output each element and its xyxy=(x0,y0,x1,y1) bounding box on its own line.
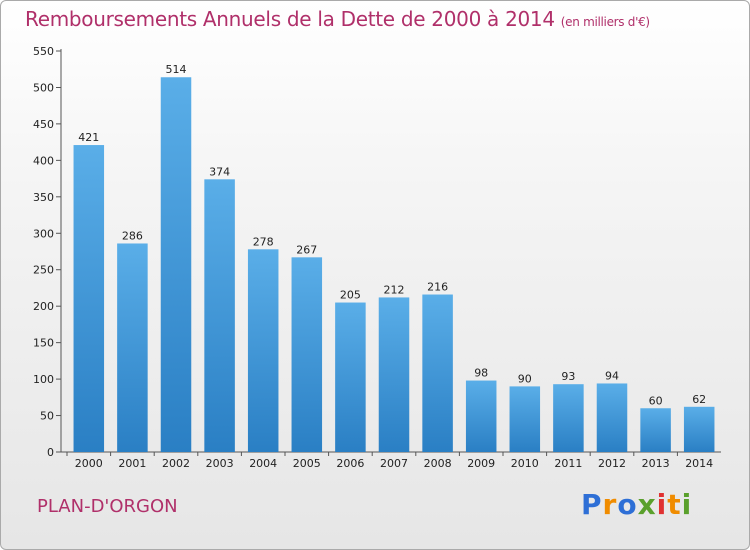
bar-value-label: 278 xyxy=(253,235,274,248)
bar xyxy=(422,294,453,452)
chart-title: Remboursements Annuels de la Dette de 20… xyxy=(25,7,650,31)
logo-letter: r xyxy=(602,488,618,521)
x-tick-label: 2008 xyxy=(424,457,452,470)
bar-value-label: 212 xyxy=(384,283,405,296)
bar xyxy=(596,383,628,452)
logo-letter: i xyxy=(681,488,693,521)
x-tick-label: 2006 xyxy=(336,457,364,470)
bar-value-label: 267 xyxy=(296,243,317,256)
bar xyxy=(73,145,105,452)
bar xyxy=(247,249,279,452)
y-tick-label: 550 xyxy=(33,45,54,58)
y-tick-label: 200 xyxy=(33,300,54,313)
x-tick-label: 2000 xyxy=(75,457,103,470)
y-tick-label: 150 xyxy=(33,337,54,350)
bar xyxy=(683,406,715,452)
chart-title-text: Remboursements Annuels de la Dette de 20… xyxy=(25,7,555,31)
logo-letter: t xyxy=(667,488,682,521)
logo-letter: i xyxy=(656,488,668,521)
y-tick-label: 400 xyxy=(33,154,54,167)
bar-value-label: 421 xyxy=(78,131,99,144)
x-tick-label: 2012 xyxy=(598,457,626,470)
bar xyxy=(509,386,541,452)
x-tick-label: 2004 xyxy=(249,457,277,470)
bar xyxy=(335,302,366,452)
bar-value-label: 93 xyxy=(561,370,575,383)
x-tick-label: 2009 xyxy=(467,457,495,470)
x-tick-label: 2001 xyxy=(118,457,146,470)
bar xyxy=(117,243,148,452)
proxiti-logo: Proxiti xyxy=(581,488,692,521)
bar-value-label: 90 xyxy=(518,372,532,385)
x-tick-label: 2014 xyxy=(685,457,713,470)
logo-letter: o xyxy=(617,488,638,521)
y-tick-label: 450 xyxy=(33,118,54,131)
x-tick-label: 2002 xyxy=(162,457,190,470)
commune-name: PLAN-D'ORGON xyxy=(37,496,178,517)
chart-unit: (en milliers d'€) xyxy=(560,15,650,29)
x-tick-label: 2013 xyxy=(642,457,670,470)
axes: 0 50 100 150 200 250 300 350 400 450 500 550 2000 200… xyxy=(33,45,721,470)
bar-value-label: 94 xyxy=(605,369,619,382)
bar xyxy=(465,380,497,452)
x-tick-label: 2007 xyxy=(380,457,408,470)
y-tick-label: 350 xyxy=(33,191,54,204)
x-tick-label: 2011 xyxy=(554,457,582,470)
bar-value-label: 62 xyxy=(692,393,706,406)
y-tick-label: 500 xyxy=(33,81,54,94)
bar xyxy=(553,384,584,452)
bar-value-label: 60 xyxy=(649,394,663,407)
bar xyxy=(160,77,192,452)
x-tick-label: 2003 xyxy=(206,457,234,470)
bar-value-label: 286 xyxy=(122,229,143,242)
bar xyxy=(204,179,235,452)
bar-value-label: 514 xyxy=(166,63,187,76)
y-tick-label: 300 xyxy=(33,227,54,240)
bar xyxy=(291,257,323,452)
y-tick-label: 50 xyxy=(40,410,54,423)
x-tick-label: 2005 xyxy=(293,457,321,470)
bar xyxy=(378,297,410,452)
x-tick-label: 2010 xyxy=(511,457,539,470)
y-tick-label: 0 xyxy=(47,446,54,459)
y-tick-label: 250 xyxy=(33,264,54,277)
bar xyxy=(640,408,671,452)
bar-value-label: 216 xyxy=(427,281,448,294)
bars: 421 286 514 374 278 267 205 212 216 98 90 93 94 60 62 xyxy=(73,63,715,452)
bar-value-label: 98 xyxy=(474,367,488,380)
logo-letter: P xyxy=(581,488,603,521)
y-tick-label: 100 xyxy=(33,373,54,386)
logo-letter: x xyxy=(637,488,657,521)
bar-value-label: 374 xyxy=(209,165,230,178)
bar-value-label: 205 xyxy=(340,289,361,302)
